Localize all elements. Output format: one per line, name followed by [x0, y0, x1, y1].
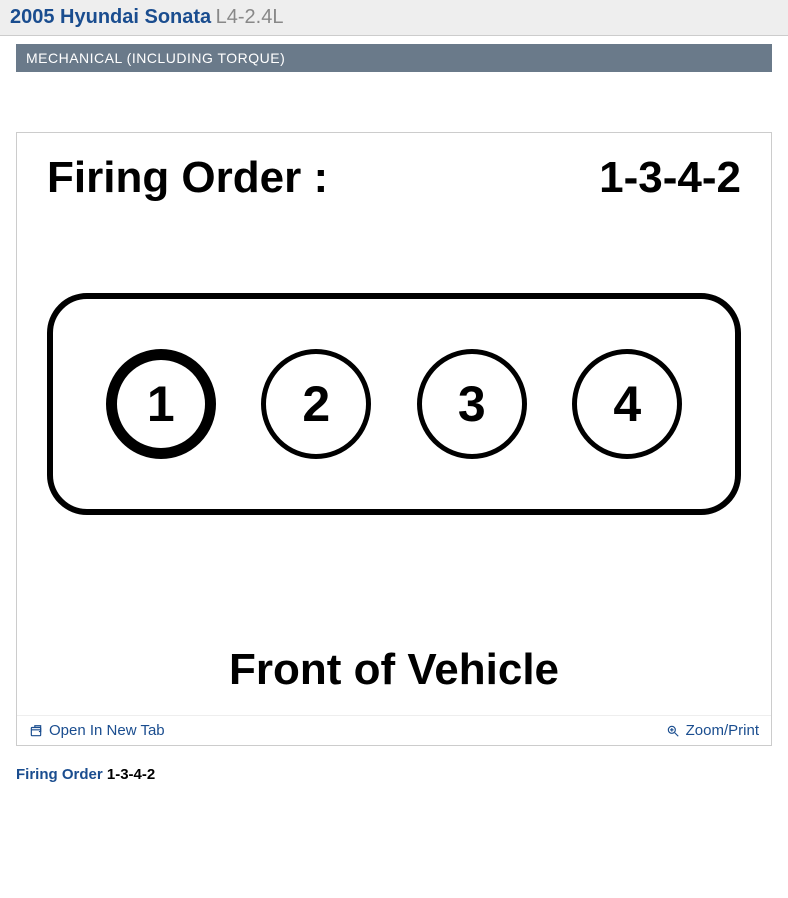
- caption-label: Firing Order: [16, 766, 103, 783]
- firing-order-value: 1-3-4-2: [599, 153, 741, 203]
- cylinder-number: 1: [147, 375, 175, 433]
- front-of-vehicle-label: Front of Vehicle: [47, 645, 741, 695]
- cylinder-layout-box: 1 2 3 4: [47, 293, 741, 515]
- diagram-panel: Firing Order : 1-3-4-2 1 2 3 4 Front of …: [16, 132, 772, 746]
- cylinder-number: 3: [458, 375, 486, 433]
- section-title-bar: MECHANICAL (INCLUDING TORQUE): [16, 44, 772, 72]
- diagram-content: Firing Order : 1-3-4-2 1 2 3 4 Front of …: [17, 133, 771, 715]
- cylinder-4: 4: [572, 349, 682, 459]
- firing-order-title: Firing Order : 1-3-4-2: [47, 153, 741, 203]
- cylinder-number: 4: [613, 375, 641, 433]
- caption-value: 1-3-4-2: [107, 766, 155, 783]
- cylinder-2: 2: [261, 349, 371, 459]
- vehicle-name: 2005 Hyundai Sonata: [10, 6, 211, 28]
- diagram-caption: Firing Order 1-3-4-2: [16, 766, 772, 783]
- cylinder-3: 3: [417, 349, 527, 459]
- cylinder-number: 2: [302, 375, 330, 433]
- zoom-print-label: Zoom/Print: [686, 722, 759, 739]
- firing-order-label: Firing Order :: [47, 153, 328, 203]
- open-new-tab-link[interactable]: Open In New Tab: [29, 722, 165, 739]
- vehicle-header: 2005 Hyundai Sonata L4-2.4L: [0, 0, 788, 36]
- section-title: MECHANICAL (INCLUDING TORQUE): [26, 50, 285, 66]
- diagram-action-bar: Open In New Tab Zoom/Print: [17, 715, 771, 745]
- engine-spec: L4-2.4L: [216, 6, 284, 28]
- cylinder-1: 1: [106, 349, 216, 459]
- open-new-tab-icon: [29, 724, 43, 738]
- zoom-icon: [666, 724, 680, 738]
- open-new-tab-label: Open In New Tab: [49, 722, 165, 739]
- zoom-print-link[interactable]: Zoom/Print: [666, 722, 759, 739]
